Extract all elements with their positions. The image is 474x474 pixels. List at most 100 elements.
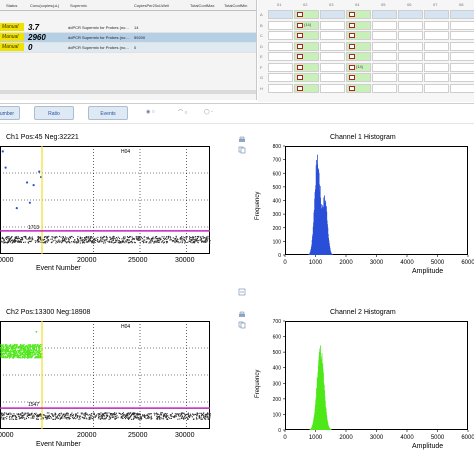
plate-well[interactable]	[450, 31, 474, 40]
plate-well[interactable]	[346, 62, 371, 72]
plate-well[interactable]	[346, 20, 371, 30]
plate-well[interactable]	[268, 52, 293, 61]
plate-well[interactable]	[424, 83, 449, 93]
plate-well[interactable]	[372, 31, 397, 40]
col-header-conc[interactable]: Conc(copies/µL)	[30, 3, 60, 8]
col-header-totalconfmin[interactable]: TotalConfMin	[224, 3, 248, 8]
plate-well[interactable]	[346, 83, 371, 93]
plate-well[interactable]	[346, 73, 371, 82]
plate-well[interactable]	[346, 10, 371, 19]
plate-well[interactable]	[450, 41, 474, 51]
droplet-point	[0, 414, 2, 416]
droplet-point	[114, 238, 116, 240]
plate-well[interactable]	[320, 41, 345, 51]
plate-well[interactable]	[294, 83, 319, 93]
plate-well[interactable]	[268, 20, 293, 30]
plate-well[interactable]	[268, 62, 293, 72]
plate-well[interactable]	[372, 20, 397, 30]
col-header-totalconfmax[interactable]: TotalConfMax	[190, 3, 215, 8]
plate-well[interactable]	[398, 31, 423, 40]
plate-well[interactable]	[424, 52, 449, 61]
plate-well[interactable]	[424, 41, 449, 51]
plate-well[interactable]	[398, 83, 423, 93]
droplet-point	[160, 414, 163, 416]
view-radio-3-icon[interactable]: ◯ ◦	[204, 109, 213, 115]
number-button[interactable]: umber	[0, 106, 20, 120]
view-radio-2-icon[interactable]: ⌒ ○	[178, 110, 188, 116]
plate-well[interactable]	[294, 31, 319, 40]
plate-well[interactable]	[450, 83, 474, 93]
plate-well[interactable]	[372, 73, 397, 82]
plate-well[interactable]	[398, 52, 423, 61]
plate-well[interactable]	[450, 10, 474, 19]
plate-well[interactable]	[372, 41, 397, 51]
plate-well[interactable]	[398, 10, 423, 19]
plate-well[interactable]	[424, 73, 449, 82]
plate-well[interactable]	[398, 73, 423, 82]
plate-well[interactable]	[346, 31, 371, 40]
plate-well[interactable]	[450, 62, 474, 72]
plate-well[interactable]	[320, 31, 345, 40]
plate-well[interactable]	[268, 83, 293, 93]
plate-well[interactable]	[398, 41, 423, 51]
table-row[interactable]: Manual 2960 ddPCR Supermix for Probes (n…	[0, 33, 256, 43]
view-radio-1-icon[interactable]: ◉ ○	[146, 109, 155, 115]
plate-well[interactable]	[294, 41, 319, 51]
droplet-point	[133, 417, 135, 419]
plate-well[interactable]	[372, 10, 397, 19]
plate-well[interactable]	[320, 20, 345, 30]
droplet-point	[130, 418, 133, 420]
plate-well[interactable]	[398, 62, 423, 72]
droplet-point	[46, 241, 48, 243]
droplet-point	[28, 353, 31, 355]
print-icon[interactable]	[238, 311, 246, 319]
plate-well[interactable]	[398, 20, 423, 30]
plate-well[interactable]	[268, 73, 293, 82]
plate-well[interactable]	[320, 52, 345, 61]
plate-well[interactable]	[450, 20, 474, 30]
droplet-point	[113, 416, 115, 418]
export-icon[interactable]	[238, 288, 246, 296]
plate-well[interactable]	[346, 41, 371, 51]
plate-well[interactable]	[294, 10, 319, 19]
col-header-supermix[interactable]: Supermix	[70, 3, 87, 8]
table-row[interactable]: Manual 3.7 ddPCR Supermix for Probes (no…	[0, 23, 256, 33]
plate-well[interactable]	[372, 52, 397, 61]
ratio-button[interactable]: Ratio	[34, 106, 74, 120]
plate-well[interactable]	[424, 10, 449, 19]
plate-well[interactable]	[450, 52, 474, 61]
plate-well[interactable]	[320, 62, 345, 72]
col-header-status[interactable]: Status	[6, 3, 18, 8]
droplet-point	[69, 237, 71, 239]
copy-icon[interactable]	[238, 146, 246, 154]
plate-well[interactable]	[346, 52, 371, 61]
plate-well[interactable]	[320, 73, 345, 82]
copy-icon[interactable]	[238, 321, 246, 329]
plate-well[interactable]	[320, 83, 345, 93]
plate-well[interactable]	[424, 20, 449, 30]
plate-well[interactable]	[424, 62, 449, 72]
plate-well[interactable]	[294, 73, 319, 82]
plate-well[interactable]	[450, 73, 474, 82]
plate-well[interactable]	[268, 31, 293, 40]
droplet-point	[77, 412, 79, 414]
plate-well[interactable]	[294, 20, 319, 30]
plate-well[interactable]	[294, 52, 319, 61]
plate-well[interactable]	[372, 83, 397, 93]
print-icon[interactable]	[238, 136, 246, 144]
horizontal-scrollbar[interactable]	[0, 90, 256, 94]
plate-well[interactable]	[268, 41, 293, 51]
plate-well[interactable]	[424, 31, 449, 40]
col-header-copies[interactable]: CopiesPer20uLWell	[134, 3, 169, 8]
plate-well[interactable]	[294, 62, 319, 72]
events-button[interactable]: Events	[88, 106, 128, 120]
plate-well[interactable]	[372, 62, 397, 72]
droplet-point	[44, 235, 46, 238]
table-row[interactable]: Manual 0 ddPCR Supermix for Probes (no..…	[0, 43, 256, 53]
plate-well[interactable]	[320, 10, 345, 19]
plate-well[interactable]	[268, 10, 293, 19]
